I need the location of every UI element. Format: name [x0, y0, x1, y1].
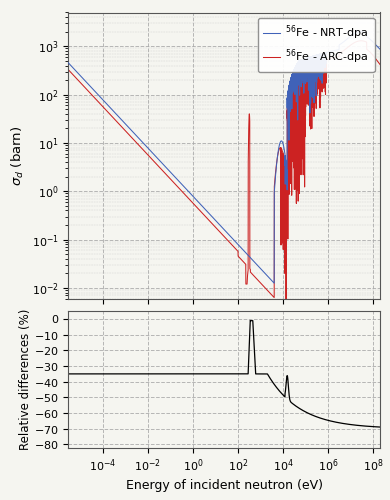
X-axis label: Energy of incident neutron (eV): Energy of incident neutron (eV) — [126, 480, 323, 492]
$^{56}$Fe - NRT-dpa — [272, 280, 277, 286]
Y-axis label: $\sigma_d$ (barn): $\sigma_d$ (barn) — [10, 126, 26, 186]
$^{56}$Fe - ARC-dpa — [172, 180, 177, 186]
Line: $^{56}$Fe - NRT-dpa: $^{56}$Fe - NRT-dpa — [57, 32, 380, 283]
$^{56}$Fe - ARC-dpa — [312, 114, 316, 119]
$^{56}$Fe - ARC-dpa — [246, 142, 251, 148]
$^{56}$Fe - NRT-dpa — [71, 66, 76, 71]
$^{56}$Fe - ARC-dpa — [378, 62, 383, 68]
$^{56}$Fe - NRT-dpa — [260, 268, 265, 274]
$^{56}$Fe - NRT-dpa — [294, 62, 299, 68]
$^{56}$Fe - NRT-dpa — [172, 174, 177, 180]
$^{56}$Fe - ARC-dpa — [284, 296, 288, 302]
$^{56}$Fe - ARC-dpa — [71, 72, 76, 78]
Legend: $^{56}$Fe - NRT-dpa, $^{56}$Fe - ARC-dpa: $^{56}$Fe - NRT-dpa, $^{56}$Fe - ARC-dpa — [258, 18, 375, 72]
$^{56}$Fe - NRT-dpa — [359, 28, 363, 34]
$^{56}$Fe - ARC-dpa — [359, 38, 363, 44]
$^{56}$Fe - ARC-dpa — [55, 55, 60, 61]
$^{56}$Fe - NRT-dpa — [312, 100, 316, 105]
$^{56}$Fe - ARC-dpa — [260, 282, 265, 288]
Line: $^{56}$Fe - ARC-dpa: $^{56}$Fe - ARC-dpa — [57, 41, 380, 300]
$^{56}$Fe - NRT-dpa — [246, 252, 251, 258]
$^{56}$Fe - NRT-dpa — [378, 46, 383, 52]
$^{56}$Fe - ARC-dpa — [294, 91, 299, 97]
$^{56}$Fe - NRT-dpa — [55, 48, 60, 54]
Y-axis label: Relative differences (%): Relative differences (%) — [20, 308, 32, 450]
